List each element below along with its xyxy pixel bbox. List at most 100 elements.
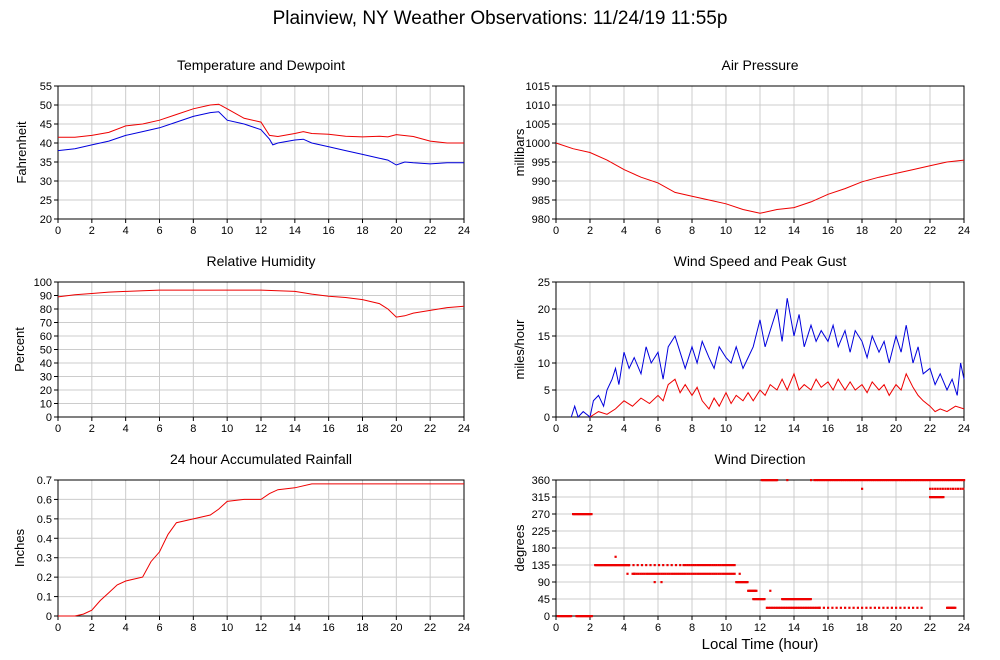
wind-direction-point: [862, 479, 865, 482]
wind-direction-point: [954, 606, 957, 609]
y-axis-label: degrees: [512, 524, 527, 571]
wind-direction-point: [635, 572, 638, 575]
wind-direction-point: [670, 564, 673, 567]
wind-direction-point: [861, 606, 864, 609]
x-tick-label: 22: [424, 225, 436, 237]
x-tick-label: 6: [156, 423, 162, 435]
x-tick-label: 16: [323, 225, 335, 237]
wind-direction-point: [817, 479, 820, 482]
y-tick-label: 40: [40, 358, 52, 370]
wind-direction-point: [951, 479, 954, 482]
x-axis-label: Local Time (hour): [701, 636, 819, 653]
wind-direction-point: [660, 581, 663, 584]
wind-direction-point: [822, 479, 825, 482]
y-tick-label: 980: [532, 214, 550, 226]
wind-direction-point: [679, 564, 682, 567]
wind-direction-point: [626, 572, 629, 575]
page-title: Plainview, NY Weather Observations: 11/2…: [272, 8, 728, 29]
wind-direction-point: [680, 572, 683, 575]
wind-direction-point: [637, 572, 640, 575]
wind-direction-point: [933, 479, 936, 482]
wind-direction-point: [791, 606, 794, 609]
wind-direction-point: [793, 606, 796, 609]
x-tick-label: 2: [89, 622, 95, 634]
x-tick-label: 0: [553, 225, 559, 237]
wind-direction-point: [796, 606, 799, 609]
wind-direction-point: [912, 479, 915, 482]
wind-direction-point: [651, 572, 655, 575]
x-tick-label: 24: [958, 225, 970, 237]
x-tick-label: 14: [289, 622, 301, 634]
series-line-red: [589, 372, 965, 418]
wind-direction-point: [776, 479, 779, 482]
wind-direction-point: [709, 564, 712, 567]
wind-direction-point: [704, 572, 708, 575]
x-tick-label: 2: [587, 622, 593, 634]
wind-direction-point: [914, 479, 917, 482]
wind-direction-point: [674, 564, 678, 567]
chart-title: Temperature and Dewpoint: [177, 57, 345, 73]
wind-direction-point: [647, 572, 650, 575]
wind-direction-point: [875, 479, 878, 482]
wind-direction-point: [676, 572, 679, 575]
x-tick-label: 20: [890, 622, 902, 634]
wind-direction-point: [941, 487, 944, 490]
x-tick-label: 6: [156, 622, 162, 634]
wind-direction-point: [854, 479, 857, 482]
x-tick-label: 10: [720, 622, 732, 634]
wind-direction-point: [837, 479, 840, 482]
y-tick-label: 50: [40, 100, 52, 112]
wind-direction-point: [832, 479, 835, 482]
wind-direction-point: [692, 564, 695, 567]
wind-direction-point: [920, 606, 923, 609]
x-tick-label: 0: [55, 225, 61, 237]
x-tick-label: 12: [754, 225, 766, 237]
wind-direction-point: [903, 479, 906, 482]
x-tick-label: 8: [190, 622, 196, 634]
x-tick-label: 16: [822, 225, 834, 237]
wind-direction-point: [955, 479, 958, 482]
series-line-red: [555, 142, 965, 214]
wind-direction-point: [886, 606, 889, 609]
wind-direction-point: [662, 572, 665, 575]
y-tick-label: 1015: [526, 81, 550, 93]
wind-direction-point: [929, 479, 932, 482]
wind-direction-point: [907, 606, 910, 609]
wind-direction-point: [811, 606, 814, 609]
wind-direction-point: [848, 606, 851, 609]
wind-direction-point: [820, 479, 824, 482]
wind-direction-point: [852, 606, 855, 609]
wind-direction-point: [769, 589, 772, 592]
wind-direction-point: [944, 487, 947, 490]
wind-direction-point: [865, 479, 868, 482]
wind-direction-point: [834, 479, 837, 482]
wind-direction-point: [614, 555, 617, 558]
chart-title: Air Pressure: [721, 57, 798, 73]
y-tick-label: 360: [532, 475, 550, 487]
wind-direction-point: [957, 487, 960, 490]
x-tick-label: 4: [123, 225, 129, 237]
wind-direction-point: [666, 564, 669, 567]
series-line-red: [57, 289, 465, 318]
wind-direction-point: [684, 572, 687, 575]
series-line-red: [58, 103, 464, 144]
wind-direction-point: [903, 606, 906, 609]
wind-direction-point: [808, 598, 811, 601]
x-tick-label: 14: [788, 622, 800, 634]
wind-direction-point: [636, 564, 639, 567]
x-tick-label: 18: [356, 423, 368, 435]
y-tick-label: 35: [40, 157, 52, 169]
x-tick-label: 20: [890, 423, 902, 435]
y-tick-label: 45: [538, 594, 550, 606]
y-tick-label: 0: [544, 412, 550, 424]
wind-direction-point: [813, 606, 816, 609]
wind-direction-point: [938, 479, 941, 482]
wind-direction-point: [645, 572, 648, 575]
wind-direction-point: [781, 606, 784, 609]
y-tick-label: 0: [46, 611, 52, 623]
x-tick-label: 18: [356, 225, 368, 237]
wind-direction-point: [936, 496, 939, 499]
